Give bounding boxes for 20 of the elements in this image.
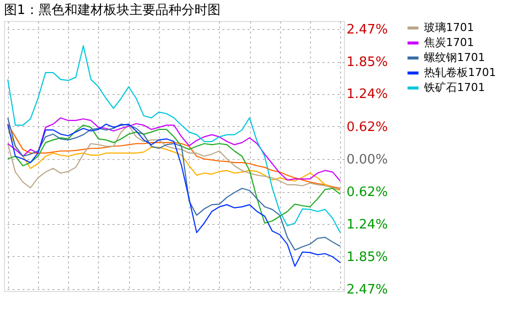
y-tick-label: 0.62% [346, 185, 388, 200]
y-tick-label: 1.85% [346, 250, 388, 265]
y-tick-label: 1.24% [346, 87, 388, 102]
line-series [7, 117, 341, 182]
y-tick-label: 1.85% [346, 55, 388, 70]
legend-label: 玻璃1701 [424, 21, 474, 34]
y-tick-label: 0.00% [346, 152, 388, 168]
line-series [7, 117, 341, 250]
y-tick-label: 1.24% [346, 218, 388, 233]
y-tick-label: 2.47% [346, 22, 388, 38]
y-tick-label: 0.62% [346, 120, 388, 135]
line-series [7, 124, 341, 224]
line-series [7, 45, 341, 234]
line-series [7, 124, 341, 267]
chart-title: 图1：黑色和建材板块主要品种分时图 [4, 2, 220, 18]
y-tick-label: 2.47% [346, 282, 388, 298]
legend-label: 焦炭1701 [424, 36, 474, 49]
legend-label: 热轧卷板1701 [424, 66, 496, 79]
legend-label: 螺纹钢1701 [424, 51, 485, 64]
legend-label: 铁矿石1701 [423, 81, 485, 94]
